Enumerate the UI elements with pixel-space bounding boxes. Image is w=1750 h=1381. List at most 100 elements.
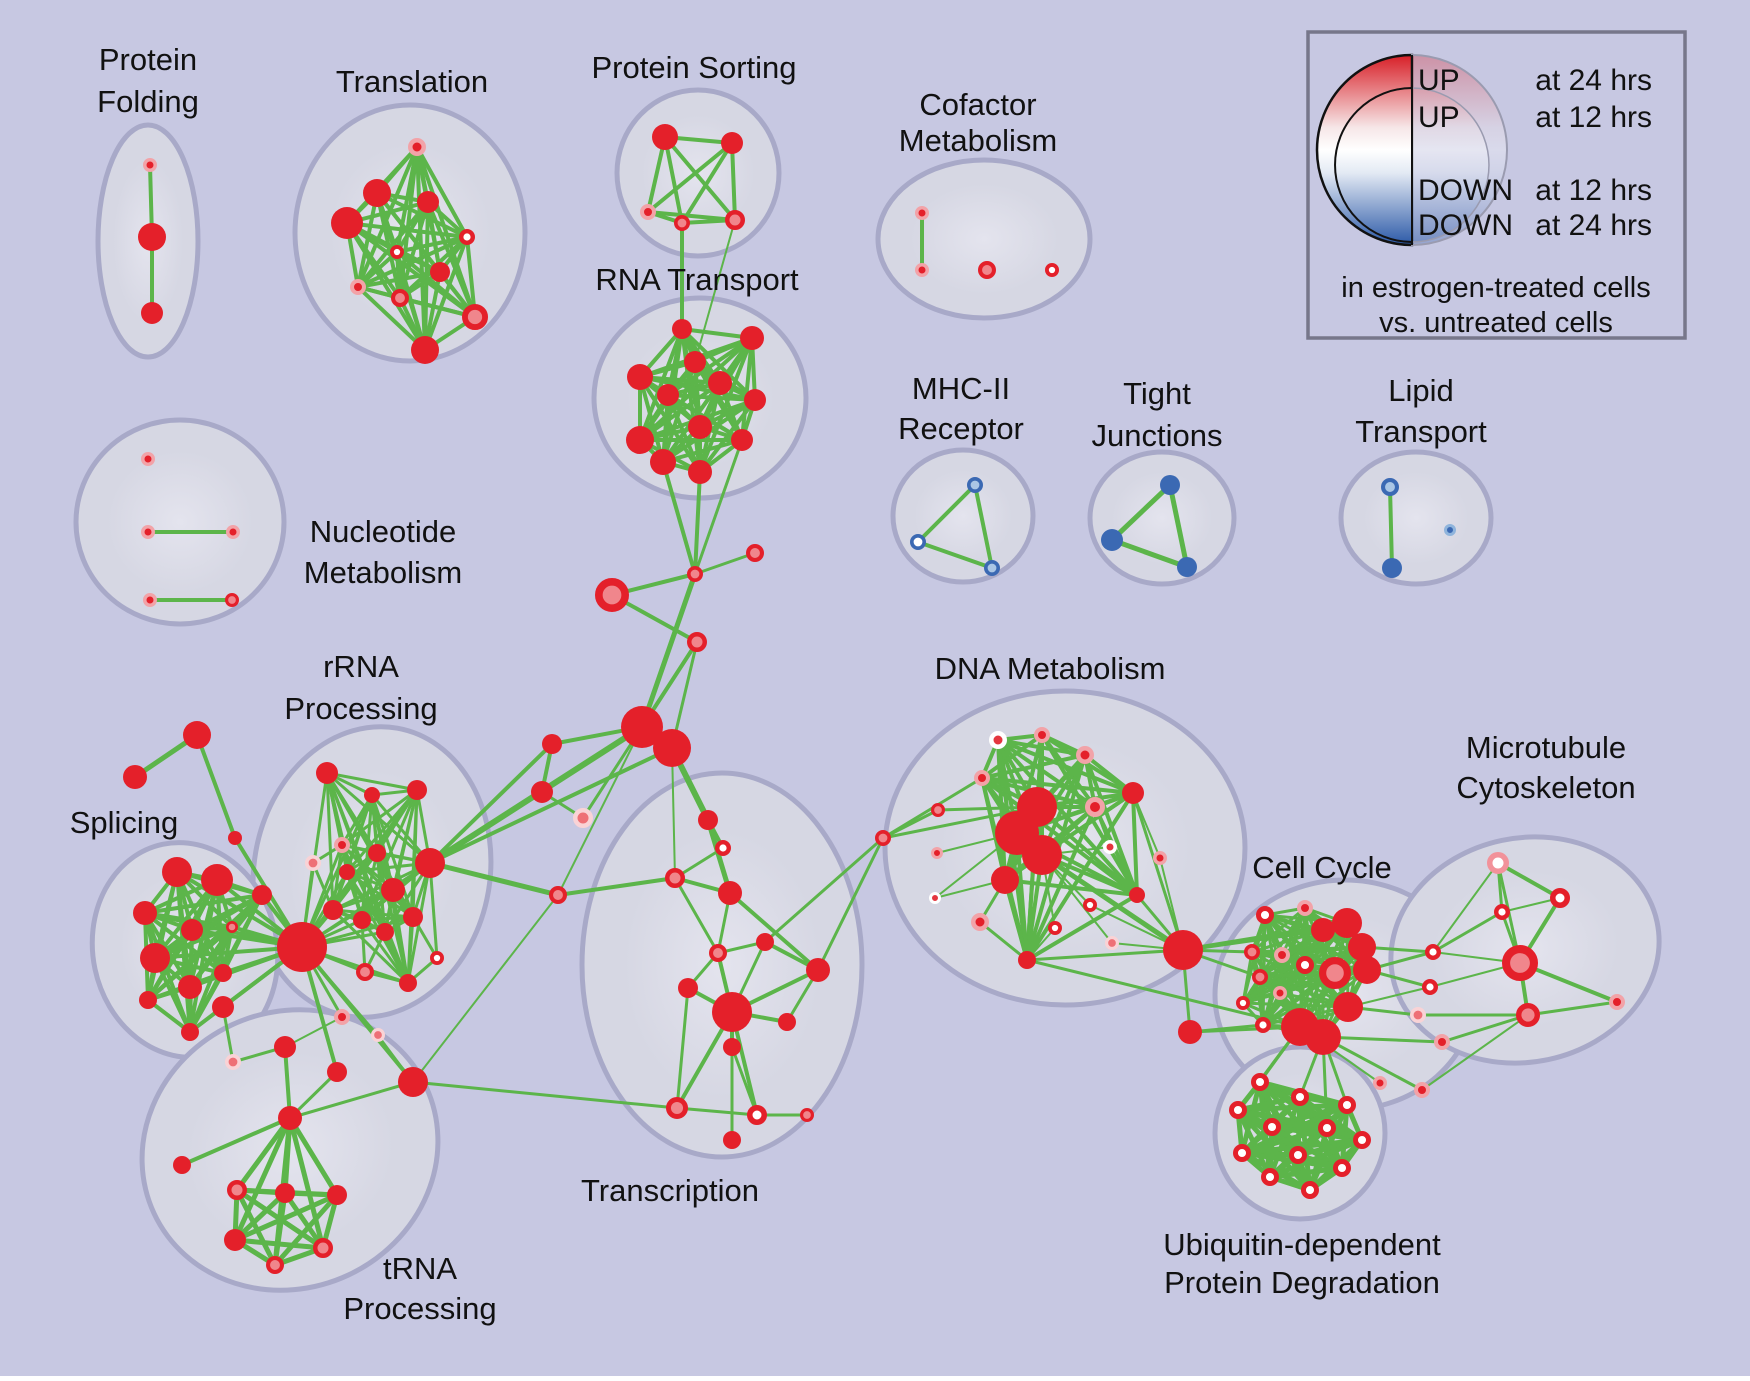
network-edge	[638, 327, 684, 442]
network-node-solid	[363, 179, 391, 207]
network-edge	[143, 893, 264, 915]
network-node-pinkring	[1373, 1076, 1387, 1090]
network-edge	[383, 930, 410, 985]
network-node-whitecore	[1228, 1100, 1247, 1119]
network-edge	[356, 250, 399, 289]
network-edge	[1267, 1137, 1365, 1180]
legend-time-label: at 12 hrs	[1535, 174, 1652, 207]
network-node-rose	[665, 1096, 688, 1119]
network-edge	[428, 742, 554, 865]
network-node-solid	[806, 958, 830, 982]
network-edge	[428, 746, 674, 865]
network-node-solid	[1129, 887, 1145, 903]
network-node-pinkring	[915, 206, 929, 220]
cluster-label-mhc-ii-receptor: MHC-II	[912, 371, 1010, 406]
network-node-solid	[626, 426, 654, 454]
network-node-solid	[430, 262, 450, 282]
network-node-pinkring	[1414, 1082, 1430, 1098]
network-node-solid	[1311, 918, 1335, 942]
network-edge	[916, 483, 977, 544]
network-node-rose	[313, 1238, 333, 1258]
network-node-solid	[1178, 1020, 1202, 1044]
network-edge	[412, 894, 559, 1083]
network-edge	[406, 915, 415, 985]
network-node-rose	[687, 632, 707, 652]
network-edge	[661, 460, 697, 576]
network-edge	[1267, 1165, 1345, 1180]
cluster-label-ubiquitin-degradation: Ubiquitin-dependent	[1163, 1227, 1441, 1262]
network-edge	[1025, 791, 1135, 962]
network-node-solid	[650, 449, 676, 475]
network-edge	[1025, 948, 1185, 962]
cluster-label-microtubule-cytoskeleton: Microtubule	[1466, 730, 1626, 765]
network-node-whitering	[1103, 840, 1117, 854]
network-node-pinkring	[971, 913, 989, 931]
network-node-solid	[133, 901, 157, 925]
network-edge	[1496, 861, 1562, 900]
network-node-pinkring	[640, 204, 656, 220]
network-node-solid	[368, 844, 386, 862]
network-node-pinkring	[334, 837, 350, 853]
network-node-whitecore	[1337, 1095, 1356, 1114]
network-node-bluering	[1381, 477, 1400, 496]
network-node-solid	[403, 907, 423, 927]
network-node-pinkring	[1609, 994, 1625, 1010]
network-edge	[370, 793, 415, 919]
network-node-whitecore	[1045, 262, 1060, 277]
network-edge	[195, 733, 237, 840]
network-edge	[356, 235, 469, 289]
network-node-blue	[1101, 529, 1123, 551]
network-node-whitecore	[1250, 1072, 1269, 1091]
network-node-solid	[1353, 956, 1381, 984]
network-edge	[428, 790, 544, 865]
network-edge	[1261, 928, 1325, 1027]
network-node-solid	[141, 302, 163, 324]
network-edge	[426, 200, 442, 274]
network-node-rose	[1515, 1003, 1540, 1028]
legend-time-label: at 24 hrs	[1535, 64, 1652, 97]
network-node-rosering	[371, 1027, 386, 1042]
network-node-rose	[931, 803, 946, 818]
network-edge	[325, 771, 335, 912]
network-node-solid	[744, 389, 766, 411]
cluster-ellipse-tight-junctions	[1087, 449, 1237, 587]
network-edge	[411, 1080, 679, 1110]
network-node-pinkring	[974, 770, 990, 786]
legend-caption: in estrogen-treated cells	[1341, 272, 1651, 304]
network-edge	[1432, 862, 1499, 953]
legend-caption: vs. untreated cells	[1379, 307, 1613, 339]
network-node-pinkring	[334, 1009, 350, 1025]
cluster-ellipse-cofactor-metabolism	[875, 157, 1093, 321]
network-edge	[763, 836, 885, 944]
cluster-label-translation: Translation	[336, 64, 488, 99]
network-node-rose	[1252, 968, 1269, 985]
network-node-solid	[718, 881, 742, 905]
network-edge	[816, 836, 885, 972]
network-node-solid	[417, 191, 439, 213]
cluster-label-trna-processing: Processing	[343, 1291, 496, 1326]
network-node-solid	[652, 124, 678, 150]
network-node-solid	[331, 207, 363, 239]
network-node-whitecore	[1236, 995, 1251, 1010]
network-node-rose	[461, 303, 488, 330]
network-node-rosering	[573, 808, 593, 828]
network-node-whitecore	[1421, 979, 1438, 996]
network-node-whitecore	[459, 228, 476, 245]
network-node-rose	[978, 260, 997, 279]
network-edge	[666, 393, 757, 402]
cluster-label-nucleotide-metabolism: Nucleotide	[310, 514, 456, 549]
network-node-rosering	[1410, 1006, 1427, 1023]
network-edge	[180, 1116, 292, 1167]
network-edge	[1241, 950, 1254, 1005]
network-node-bluering	[966, 476, 983, 493]
network-edge	[1025, 805, 1097, 962]
legend-time-label: at 24 hrs	[1535, 209, 1652, 242]
network-edge	[663, 135, 737, 222]
network-edge	[465, 235, 477, 319]
network-edge	[331, 908, 415, 919]
network-edge	[234, 1187, 278, 1268]
network-edge	[1093, 805, 1139, 897]
network-edge	[978, 920, 1029, 962]
cluster-labels: Protein Folding Translation Protein Sorting…	[70, 42, 1636, 1326]
network-edge	[980, 776, 1135, 795]
